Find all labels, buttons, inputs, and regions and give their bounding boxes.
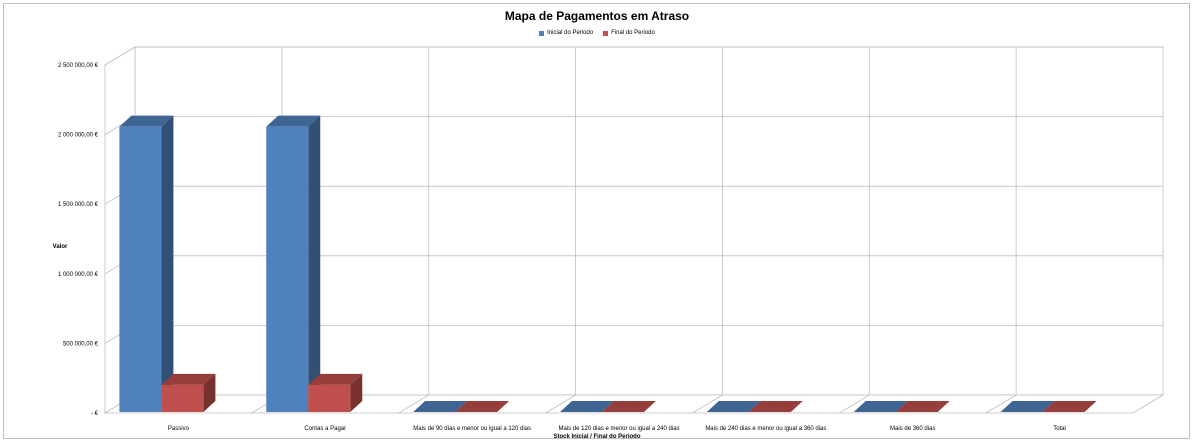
bar-final-side bbox=[203, 373, 216, 412]
bar-inicial-top bbox=[1000, 401, 1055, 412]
bar-inicial bbox=[266, 126, 309, 412]
bar-final-top bbox=[748, 401, 803, 412]
legend-label: Final do Periodo bbox=[611, 30, 655, 36]
bar-inicial-side bbox=[161, 115, 174, 412]
x-tick-label: Contas a Pagar bbox=[304, 426, 346, 432]
bar-final bbox=[161, 384, 204, 412]
floor-divider bbox=[398, 394, 429, 414]
bar-inicial-top bbox=[706, 401, 761, 412]
bar-final-top bbox=[895, 401, 950, 412]
bar-final-top bbox=[1042, 401, 1097, 412]
floor-divider bbox=[985, 394, 1017, 414]
legend: Inicial do Periodo Final do Periodo bbox=[0, 30, 1194, 36]
floor-divider bbox=[692, 394, 723, 414]
bar-final-top bbox=[161, 373, 216, 385]
x-axis-title: Stock Inicial / Final do Periodo bbox=[553, 434, 640, 440]
y-tick-label: - € bbox=[91, 411, 99, 417]
floor-divider bbox=[545, 394, 576, 414]
bar-inicial bbox=[119, 126, 162, 412]
legend-label: Inicial do Periodo bbox=[547, 30, 594, 36]
bar-final-side bbox=[350, 373, 363, 412]
bar-final bbox=[308, 384, 351, 412]
gridline-side bbox=[104, 46, 136, 66]
x-tick-label: Total bbox=[1053, 426, 1066, 432]
bar-final-top bbox=[308, 373, 363, 385]
y-tick-label: 2 500 000,00 € bbox=[58, 63, 99, 69]
bar-inicial-top bbox=[853, 401, 908, 412]
bar-inicial-top bbox=[559, 401, 614, 412]
x-tick-label: Mais de 240 dias e menor ou igual a 360 … bbox=[705, 426, 826, 432]
y-tick-label: 1 500 000,00 € bbox=[58, 202, 99, 208]
bar-final-top bbox=[601, 401, 656, 412]
y-tick-label: 1 000 000,00 € bbox=[58, 272, 99, 278]
legend-item: Inicial do Periodo bbox=[539, 30, 593, 36]
x-tick-label: Mais de 120 dias e menor ou igual a 240 … bbox=[558, 426, 679, 432]
bar-inicial-side bbox=[308, 115, 321, 412]
floor-divider bbox=[839, 394, 870, 414]
y-axis-title: Valor bbox=[53, 244, 68, 250]
bar-final-top bbox=[455, 401, 510, 412]
bar-inicial-top bbox=[119, 115, 174, 127]
legend-swatch bbox=[603, 30, 609, 36]
y-tick-label: 2 000 000,00 € bbox=[58, 133, 99, 139]
y-tick-label: 500 000,00 € bbox=[63, 341, 99, 347]
x-tick-label: Mais de 360 dias bbox=[890, 426, 935, 432]
legend-item: Final do Periodo bbox=[603, 30, 655, 36]
bar-inicial-top bbox=[413, 401, 468, 412]
x-tick-label: Passivo bbox=[168, 426, 190, 432]
chart-title: Mapa de Pagamentos em Atraso bbox=[504, 9, 690, 23]
x-tick-label: Mais de 90 dias e menor ou igual a 120 d… bbox=[413, 426, 531, 432]
legend-swatch bbox=[539, 30, 545, 36]
bar-inicial-top bbox=[266, 115, 321, 127]
